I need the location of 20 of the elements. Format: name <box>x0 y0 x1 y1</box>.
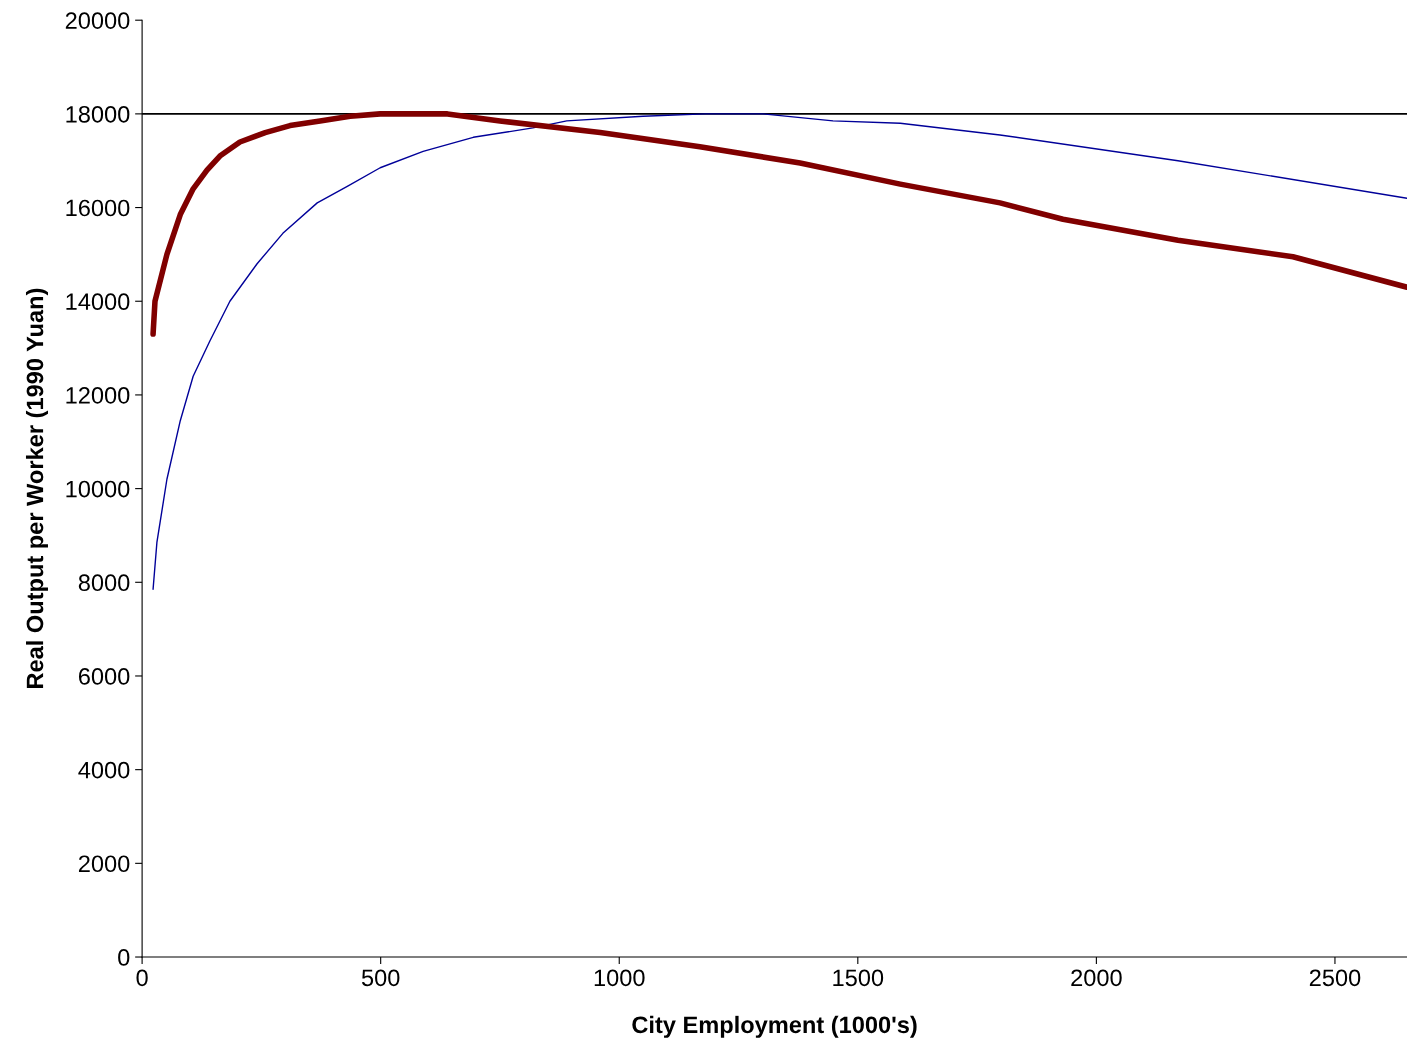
x-tick-label: 500 <box>361 969 400 987</box>
y-tick-label: 0 <box>118 949 130 966</box>
y-tick-label: 20000 <box>65 12 130 29</box>
y-tick-label: 12000 <box>66 386 130 404</box>
y-tick-label: 6000 <box>78 668 130 685</box>
x-tick-label: 0 <box>136 969 148 987</box>
y-tick-label: 4000 <box>78 761 130 779</box>
y-tick-label: 16000 <box>66 199 130 217</box>
y-tick-label: 2000 <box>78 855 130 873</box>
x-tick-label: 1500 <box>833 969 884 987</box>
y-tick-label: 18000 <box>66 105 130 123</box>
x-axis-title: City Employment (1000's) <box>632 1015 917 1038</box>
x-tick-label: 1000 <box>594 969 645 987</box>
x-tick-label: 2000 <box>1071 969 1122 987</box>
x-tick-label: 2500 <box>1309 969 1361 987</box>
y-tick-label: 8000 <box>78 574 130 592</box>
y-axis-title: Real Output per Worker (1990 Yuan) <box>25 288 48 688</box>
y-tick-label: 14000 <box>66 293 130 311</box>
line-series <box>152 113 1407 591</box>
y-tick-label: 10000 <box>66 480 130 498</box>
